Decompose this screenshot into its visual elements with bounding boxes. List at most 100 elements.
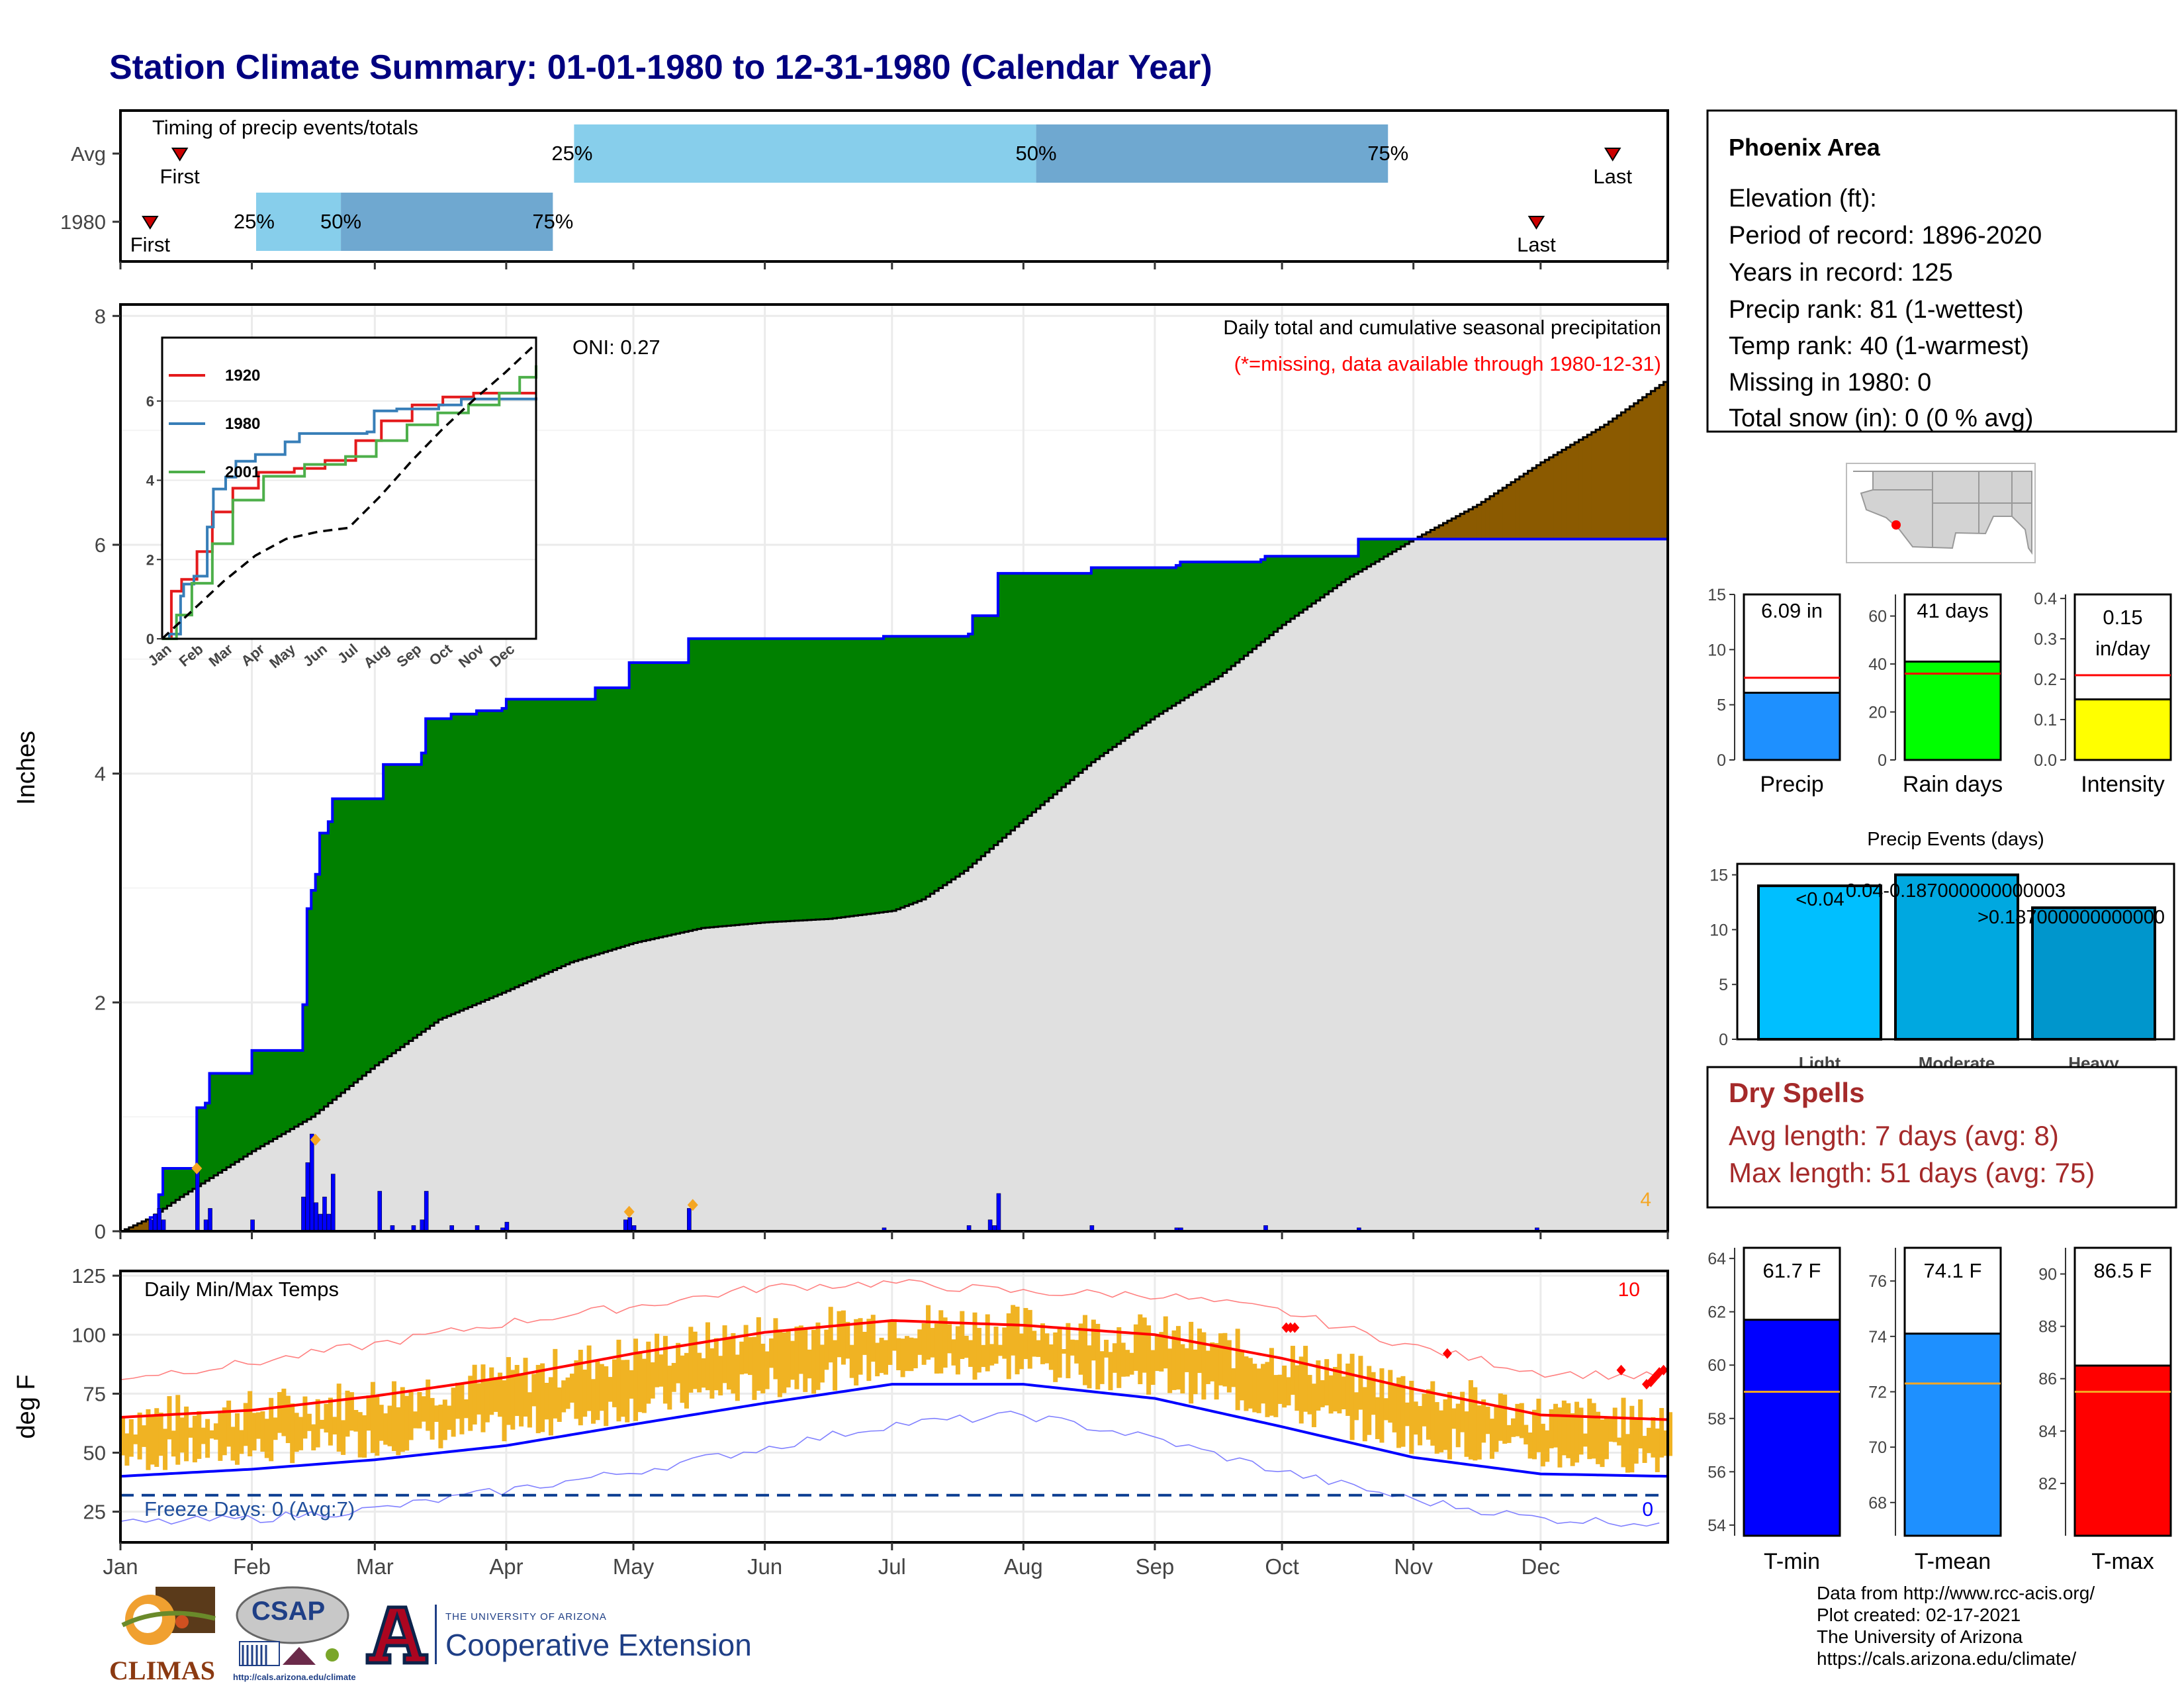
average-cumulative-area [120, 379, 1668, 1231]
surplus-segment [417, 764, 422, 1035]
daily-temp-bar [1460, 1391, 1465, 1432]
daily-temp-bar [1197, 1329, 1202, 1374]
daily-temp-bar [574, 1360, 579, 1419]
surplus-segment [1261, 559, 1266, 642]
credit-university: The University of Arizona [1817, 1626, 2023, 1647]
daily-precip-bar [623, 1219, 628, 1232]
temp-bar-tick-label: 86 [2038, 1370, 2057, 1389]
surplus-segment [269, 1050, 274, 1142]
daily-temp-bar [1455, 1403, 1461, 1448]
surplus-segment [582, 699, 588, 959]
deficit-segment [1596, 430, 1601, 539]
surplus-segment [1048, 573, 1054, 798]
daily-temp-bar [1023, 1307, 1028, 1360]
daily-temp-bar [230, 1427, 236, 1461]
temp-header: Daily Min/Max Temps [144, 1278, 339, 1301]
daily-temp-bar [1235, 1329, 1240, 1411]
precip-events-bar-label: >0.187000000000000 [1978, 907, 2165, 928]
average-tmax-line [120, 1319, 1668, 1421]
daily-temp-bar [739, 1341, 745, 1375]
daily-temp-bar [1651, 1417, 1656, 1458]
temp-x-tick-label: Aug [1004, 1554, 1043, 1579]
surplus-segment [1032, 573, 1037, 812]
surplus-segment [341, 798, 346, 1093]
precip-ylabel: Inches [13, 731, 40, 805]
surplus-segment [688, 638, 694, 931]
temp-bar-tick-label: 84 [2038, 1423, 2057, 1441]
daily-temp-bar [1231, 1368, 1236, 1387]
deficit-segment [1557, 452, 1563, 539]
surplus-segment [1392, 539, 1397, 552]
daily-temp-bar [599, 1364, 604, 1411]
deficit-segment [1617, 415, 1622, 539]
surplus-segment [680, 662, 685, 933]
surplus-segment [1320, 556, 1325, 598]
station-precip-rank: Precip rank: 81 (1-wettest) [1729, 296, 2024, 324]
daily-temp-bar [1341, 1376, 1346, 1410]
surplus-segment [1252, 561, 1257, 649]
daily-temp-bar [324, 1403, 329, 1433]
temp-x-tick-label: Oct [1265, 1554, 1298, 1579]
daily-temp-bar [544, 1382, 549, 1420]
surplus-segment [786, 638, 791, 921]
surplus-segment [1159, 567, 1164, 714]
daily-temp-bar [794, 1327, 799, 1389]
daily-temp-bar [608, 1377, 613, 1402]
surplus-segment [1388, 539, 1393, 555]
daily-temp-bar [891, 1319, 897, 1351]
daily-temp-bar [968, 1340, 974, 1367]
daily-temp-bar [1066, 1323, 1071, 1379]
deficit-segment [128, 1227, 134, 1231]
surplus-segment [709, 638, 715, 927]
surplus-segment [833, 638, 838, 919]
daily-temp-bar [947, 1324, 952, 1354]
daily-temp-bar [1210, 1342, 1215, 1382]
climas-wordmark: CLIMAS [109, 1656, 216, 1685]
surplus-segment [1040, 573, 1045, 806]
surplus-segment [370, 798, 375, 1069]
surplus-segment [1083, 573, 1088, 770]
daily-temp-bar [455, 1382, 461, 1419]
daily-temp-bar [192, 1415, 197, 1463]
surplus-segment [951, 636, 956, 880]
deficit-segment [1527, 471, 1533, 539]
surplus-segment [1019, 573, 1024, 823]
surplus-segment [993, 616, 999, 845]
surplus-segment [769, 638, 774, 922]
daily-temp-bar [803, 1329, 808, 1392]
daily-temp-bar [1549, 1409, 1554, 1448]
surplus-segment [514, 699, 520, 988]
daily-precip-bar [322, 1196, 327, 1232]
deficit-segment [1460, 514, 1465, 539]
surplus-segment [1265, 556, 1270, 639]
daily-temp-bar [1129, 1352, 1134, 1375]
deficit-segment [1489, 496, 1494, 539]
timing-row-label: 1980 [60, 211, 106, 234]
surplus-segment [595, 688, 600, 955]
credit-data-source: Data from http://www.rcc-acis.org/ [1817, 1583, 2095, 1603]
surplus-segment [684, 662, 689, 932]
daily-temp-bar [1570, 1413, 1575, 1466]
deficit-segment [146, 1219, 151, 1231]
summary-bar-tick-label: 0.4 [2034, 590, 2057, 608]
temp-bar-tick-label: 88 [2038, 1318, 2057, 1336]
surplus-segment [1171, 567, 1177, 706]
surplus-segment [336, 798, 341, 1097]
daily-temp-bar [1646, 1427, 1651, 1454]
surplus-segment [655, 662, 660, 939]
surplus-segment [760, 638, 766, 923]
surplus-segment [692, 638, 698, 930]
temp-x-tick-label: Jan [103, 1554, 138, 1579]
surplus-segment [599, 688, 604, 954]
daily-temp-bar [484, 1380, 490, 1423]
daily-temp-bar [972, 1312, 978, 1380]
surplus-segment [184, 1168, 189, 1195]
surplus-segment [1248, 561, 1253, 653]
surplus-segment [608, 688, 613, 951]
daily-temp-bar [408, 1392, 414, 1440]
daily-temp-bar [709, 1348, 715, 1399]
daily-temp-bar [451, 1387, 456, 1437]
daily-temp-bar [1434, 1402, 1439, 1454]
precip-missing-note: (*=missing, data available through 1980-… [1234, 352, 1661, 375]
daily-temp-bar [887, 1321, 893, 1365]
